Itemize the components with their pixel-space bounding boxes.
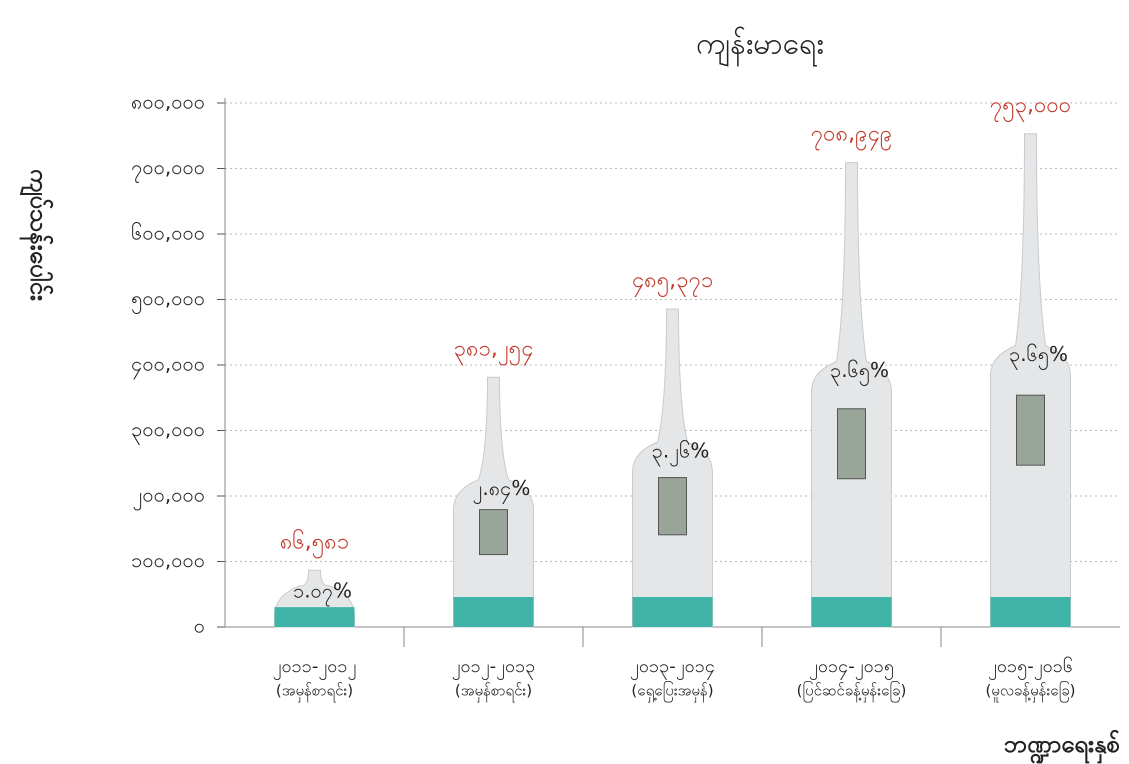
thermometer-display xyxy=(837,408,866,480)
value-label: ၃၈၁,၂၅၄ xyxy=(454,336,534,365)
x-axis-label: ဘဏ္ဍာရေးနှစ် xyxy=(1004,729,1120,764)
x-tick-label: (ရှေ့ပြေးအမှန်) xyxy=(631,681,713,703)
thermometer-bar xyxy=(632,308,713,628)
thermometer-display xyxy=(479,509,508,556)
x-tick-label: (ပြင်ဆင်ခန့်မှန်းခြေ) xyxy=(797,681,907,703)
share-label: ၁.၀၇% xyxy=(293,579,352,607)
share-label: ၃.၆၅% xyxy=(830,358,889,386)
thermometer-bar xyxy=(811,162,892,628)
y-axis-label: ကျပ်သန်းပေါင်း xyxy=(19,169,54,301)
thermometer-bar xyxy=(990,133,1071,628)
y-tick-label: ၁၀၀,၀၀၀ xyxy=(131,548,205,572)
thermometer-base xyxy=(811,597,892,627)
value-label: ၄၈၅,၃၇၁ xyxy=(632,268,713,297)
x-tick-label: ၂၀၁၄-၂၀၁၅ xyxy=(809,656,894,680)
thermometer-bar xyxy=(453,376,534,628)
value-label: ၈၆,၅၈၁ xyxy=(280,528,349,558)
share-label: ၃.၂၆% xyxy=(652,439,710,467)
share-label: ၃.၆၅% xyxy=(1009,342,1068,370)
thermometer-base xyxy=(632,597,713,627)
x-tick-label: (မူလခန့်မှန်းခြေ) xyxy=(985,681,1075,703)
thermometer-display xyxy=(658,477,687,536)
thermometer-display xyxy=(1016,394,1045,466)
x-tick-label: (အမှန်စာရင်း) xyxy=(276,682,353,703)
chart-title: ကျန်းမာရေး xyxy=(696,27,824,68)
y-tick-label: ၆၀၀,၀၀၀ xyxy=(131,221,205,245)
x-tick-label: (အမှန်စာရင်း) xyxy=(455,682,532,703)
x-tick-label: ၂၀၁၁-၂၀၁၂ xyxy=(273,656,357,680)
value-label: ၇၀၈,၉၄၉ xyxy=(811,122,892,151)
thermometer-base xyxy=(990,597,1071,627)
x-tick-label: ၂၀၁၂-၂၀၁၃ xyxy=(452,656,536,680)
y-tick-label: ၈၀၀,၀၀၀ xyxy=(131,90,205,114)
share-label: ၂.၈၄% xyxy=(473,476,531,504)
value-label: ၇၅၃,၀၀၀ xyxy=(990,93,1071,122)
thermometer-base xyxy=(453,597,534,627)
y-tick-label: ၇၀၀,၀၀၀ xyxy=(131,155,205,183)
y-tick-label: ၅၀၀,၀၀၀ xyxy=(131,286,205,314)
y-tick-label: ၃၀၀,၀၀၀ xyxy=(131,417,205,445)
y-tick-label: ၂၀၀,၀၀၀ xyxy=(133,483,205,511)
y-tick-label: ၄၀၀,၀၀၀ xyxy=(131,352,205,380)
x-tick-label: ၂၀၁၅-၂၀၁၆ xyxy=(988,656,1073,680)
x-tick-label: ၂၀၁၃-၂၀၁၄ xyxy=(630,656,715,680)
thermometer-base xyxy=(274,607,355,627)
y-tick-label: ၀ xyxy=(194,614,205,638)
